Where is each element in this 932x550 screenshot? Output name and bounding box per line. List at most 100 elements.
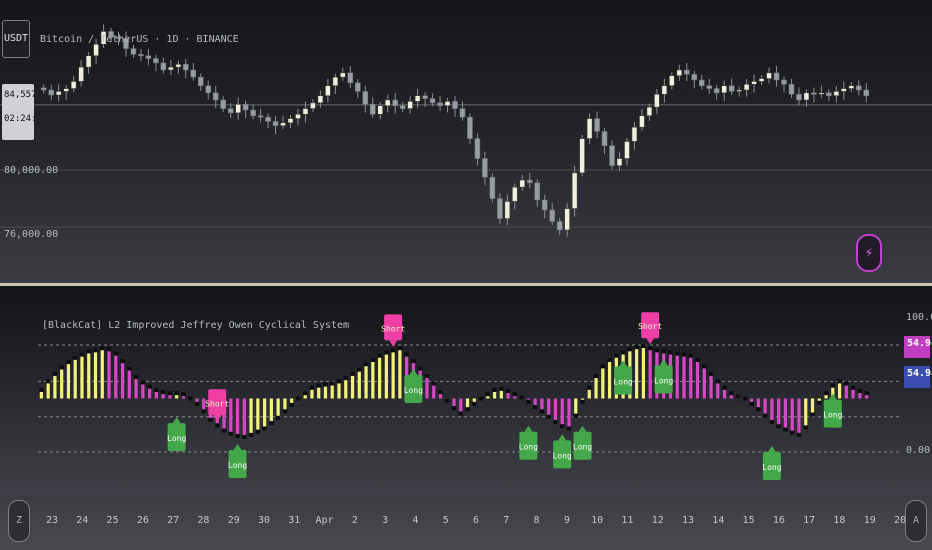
long-label-box — [654, 365, 673, 394]
histogram-cap — [262, 426, 267, 431]
histogram-bar — [763, 398, 767, 416]
x-tick-label: 7 — [503, 515, 509, 526]
histogram-cap — [316, 383, 321, 388]
scroll-left-button[interactable]: Z — [8, 500, 30, 542]
candle-body — [392, 99, 398, 107]
scale-tick-0: 0.00 — [906, 445, 931, 456]
candle-body — [459, 108, 466, 118]
scroll-right-button[interactable]: A — [905, 500, 927, 542]
histogram-bar — [290, 398, 294, 405]
histogram-bar — [269, 398, 273, 424]
currency-button[interactable]: USDT — [2, 20, 30, 58]
pane-divider[interactable] — [0, 283, 932, 286]
histogram-bar — [716, 381, 720, 399]
histogram-bar — [53, 373, 57, 399]
candle-body — [646, 106, 653, 117]
signal-long-marker: Long — [573, 425, 592, 460]
histogram-bar — [120, 361, 125, 399]
histogram-bar — [303, 393, 307, 399]
histogram-cap — [59, 365, 64, 370]
x-tick-label: 8 — [534, 515, 540, 526]
histogram-bar — [323, 384, 328, 399]
long-label-pointer — [767, 446, 776, 453]
histogram-cap — [546, 414, 551, 419]
histogram-cap — [634, 345, 639, 350]
price-pane[interactable] — [0, 0, 932, 283]
candle-body — [639, 115, 645, 128]
x-tick-label: 12 — [652, 515, 664, 526]
histogram-cap — [133, 375, 139, 380]
candle-body — [803, 92, 810, 101]
candle-body — [265, 116, 271, 122]
histogram-cap — [756, 407, 761, 412]
histogram-bar — [181, 394, 186, 399]
histogram-cap — [729, 391, 734, 396]
time-axis[interactable] — [0, 496, 932, 550]
candle-body — [422, 95, 428, 99]
histogram-bar — [837, 381, 842, 399]
x-axis-ticks: 23 24 25 26 27 28 29 30 31 Apr 2 3 4 5 6 7 8 9 10 11 12 13 14 1… — [46, 515, 906, 526]
candle-body — [586, 118, 593, 139]
histogram-cap — [445, 398, 450, 403]
histogram-cap — [654, 348, 660, 353]
candle-body — [863, 89, 870, 97]
candle-body — [63, 88, 69, 92]
signal-long-marker: Long — [228, 443, 247, 478]
histogram-bar — [601, 366, 605, 399]
candle-body — [841, 88, 847, 92]
candle-body — [227, 108, 234, 114]
candle-body — [713, 88, 720, 94]
lightning-icon[interactable]: ⚡ — [856, 234, 882, 272]
histogram-bar — [689, 355, 693, 399]
histogram-bar — [114, 353, 118, 399]
histogram-bar — [635, 347, 639, 399]
candle-body — [736, 89, 742, 92]
candle-body — [93, 43, 99, 57]
histogram-bar — [492, 389, 497, 399]
histogram-bar — [425, 376, 429, 399]
candle-body — [549, 209, 556, 222]
histogram-cap — [526, 399, 531, 404]
histogram-cap — [187, 396, 193, 401]
candle-body — [160, 62, 167, 71]
histogram-bar — [66, 362, 71, 399]
histogram-bar — [46, 381, 50, 399]
x-tick-label: 24 — [76, 515, 88, 526]
histogram-cap — [769, 420, 775, 425]
signal-long-marker: Long — [519, 425, 538, 460]
histogram-bar — [553, 398, 558, 423]
candle-body — [183, 63, 189, 71]
histogram-cap — [296, 396, 301, 401]
candle-body — [145, 55, 152, 59]
histogram-cap — [79, 352, 85, 357]
histogram-cap — [194, 401, 200, 406]
histogram-bar — [810, 398, 815, 415]
histogram-cap — [742, 396, 748, 401]
histogram-bar — [438, 392, 443, 399]
candle-body — [295, 113, 301, 119]
x-tick-label: 4 — [412, 515, 418, 526]
histogram-bar — [472, 398, 476, 404]
histogram-bar — [594, 376, 598, 399]
histogram-cap — [424, 374, 430, 379]
histogram-bar — [391, 350, 395, 399]
histogram-bar — [574, 398, 578, 416]
histogram-bar — [364, 364, 368, 399]
histogram-cap — [181, 392, 186, 397]
candle-body — [280, 122, 286, 127]
histogram-cap — [275, 415, 281, 420]
histogram-cap — [539, 409, 545, 414]
histogram-bar — [607, 359, 612, 399]
histogram-bar — [148, 386, 152, 399]
x-tick-label: 9 — [564, 515, 570, 526]
histogram-bar — [330, 383, 334, 399]
x-tick-label: 27 — [167, 515, 179, 526]
candle-body — [340, 72, 346, 78]
short-label-box — [208, 389, 227, 416]
histogram-cap — [113, 351, 118, 356]
histogram-bar — [459, 398, 463, 414]
histogram-cap — [167, 391, 173, 396]
candle-body — [347, 72, 354, 84]
histogram-bar — [533, 398, 537, 408]
histogram-cap — [587, 385, 592, 390]
